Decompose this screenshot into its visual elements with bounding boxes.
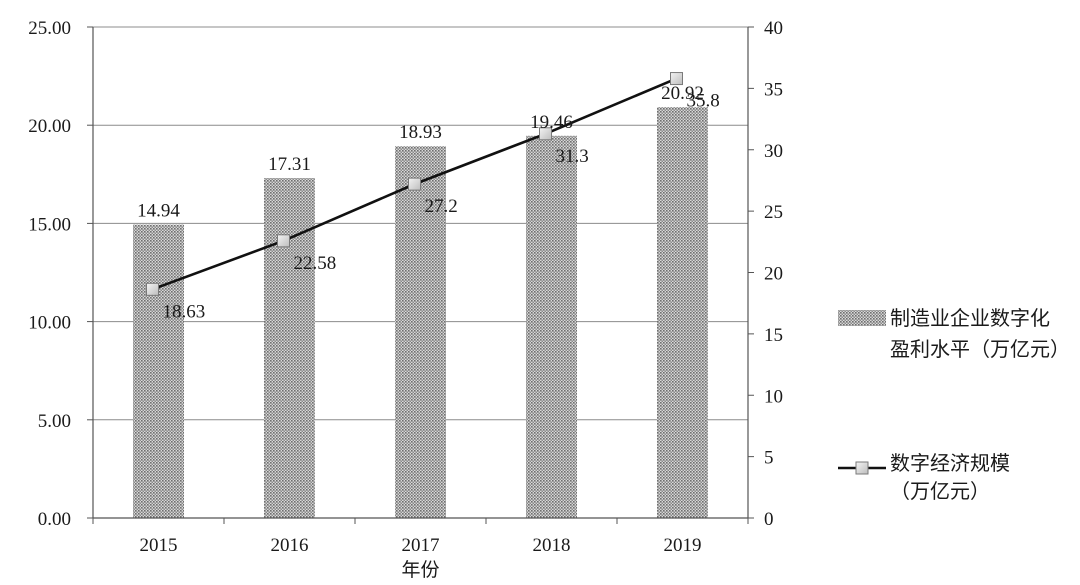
left-tick-label: 10.00 [28,313,71,334]
left-tick-label: 20.00 [28,116,71,137]
right-tick-label: 35 [764,79,783,100]
line-marker [539,127,552,141]
left-tick-label: 25.00 [28,18,71,39]
axes: 0.00 5.00 10.00 15.00 20.00 25.00 0 5 10 15 20 25 30… [28,18,783,581]
legend-line-label: （万亿元） [890,479,990,503]
bar [526,135,577,518]
bar-series [133,107,708,519]
legend-bar-label: 盈利水平（万亿元） [890,337,1070,361]
x-tick-label: 2015 [140,535,178,556]
left-tick-label: 0.00 [38,509,71,530]
bar-value-label: 14.94 [137,201,180,222]
bar-value-label: 18.93 [399,122,442,143]
bar [133,224,184,518]
x-tick-label: 2019 [664,535,702,556]
bar [395,146,446,519]
line-value-label: 27.2 [425,196,458,217]
legend-line-label: 数字经济规模 [890,451,1010,475]
bar-value-label: 17.31 [268,154,311,175]
line-series [146,72,683,296]
x-tick-label: 2017 [402,535,440,556]
line-value-label: 18.63 [163,301,206,322]
right-tick-label: 0 [764,509,774,530]
right-tick-label: 5 [764,448,774,469]
right-tick-label: 10 [764,386,783,407]
line-value-label: 22.58 [294,253,337,274]
right-tick-label: 25 [764,202,783,223]
bar [264,178,315,518]
x-tick-label: 2018 [533,535,571,556]
line-marker [670,72,683,86]
right-tick-label: 15 [764,325,783,346]
left-tick-label: 15.00 [28,214,71,235]
bar-value-label: 20.92 [661,83,704,104]
legend-bar-label: 制造业企业数字化 [890,306,1050,330]
right-tick-label: 20 [764,264,783,285]
line-marker [408,177,421,191]
right-tick-label: 40 [764,18,783,39]
bar-value-label: 19.46 [530,112,573,133]
line-marker [146,282,159,296]
left-tick-label: 5.00 [38,411,71,432]
bar [657,107,708,519]
line-marker [277,234,290,248]
line-value-label: 35.8 [687,91,720,112]
x-tick-label: 2016 [271,535,309,556]
data-labels: 14.94 17.31 18.93 19.46 20.92 18.63 22.58 27.2 3… [137,83,720,322]
legend-bar-swatch [838,310,886,326]
line-value-label: 31.3 [556,146,589,167]
x-axis-title: 年份 [401,559,439,581]
legend-line-marker [855,461,869,475]
right-tick-label: 30 [764,141,783,162]
